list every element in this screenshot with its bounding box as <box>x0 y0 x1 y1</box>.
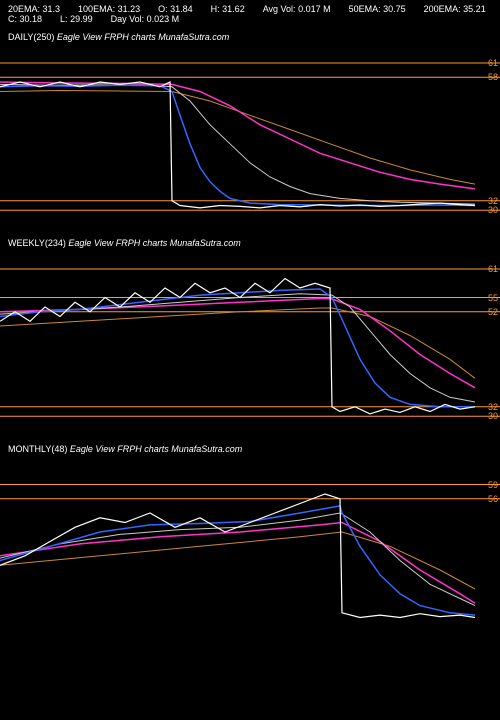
stat-label: Avg Vol: <box>263 4 298 14</box>
stat-item: Avg Vol: 0.017 M <box>263 4 331 14</box>
stat-value: 30.75 <box>383 4 406 14</box>
chart-subtitle: Eagle View FRPH charts MunafaSutra.com <box>54 32 229 42</box>
chart-panel: WEEKLY(234) Eagle View FRPH charts Munaf… <box>0 234 500 440</box>
stat-label: 20EMA: <box>8 4 43 14</box>
stat-item: L: 29.99 <box>60 14 93 24</box>
stat-value: 31.23 <box>118 4 141 14</box>
stat-value: 31.84 <box>170 4 193 14</box>
stat-item: 100EMA: 31.23 <box>78 4 140 14</box>
price-level-label: 32 <box>488 402 498 412</box>
stat-item: C: 30.18 <box>8 14 42 24</box>
series-price <box>0 82 475 208</box>
chart-area: 61 55 52 3230 <box>0 250 500 440</box>
stat-label: H: <box>211 4 223 14</box>
stat-label: O: <box>158 4 170 14</box>
stat-value: 0.023 M <box>147 14 180 24</box>
stat-value: 30.18 <box>20 14 43 24</box>
chart-title: WEEKLY(234) Eagle View FRPH charts Munaf… <box>0 234 500 250</box>
chart-panel: DAILY(250) Eagle View FRPH charts Munafa… <box>0 28 500 234</box>
price-level-label: 61 <box>488 264 498 274</box>
stat-item: Day Vol: 0.023 M <box>111 14 180 24</box>
stat-value: 31.62 <box>222 4 245 14</box>
stat-value: 29.99 <box>70 14 93 24</box>
series-ema_fast <box>0 85 475 205</box>
series-price <box>0 494 475 618</box>
price-level-label: 32 <box>488 196 498 206</box>
chart-title: DAILY(250) Eagle View FRPH charts Munafa… <box>0 28 500 44</box>
series-ema_fast <box>0 506 475 615</box>
price-level-label: 59 <box>488 480 498 490</box>
chart-area: 61 58 3230 <box>0 44 500 234</box>
chart-area: 5956 <box>0 456 500 646</box>
chart-subtitle: Eagle View FRPH charts MunafaSutra.com <box>67 444 242 454</box>
price-level-label: 55 <box>488 293 498 303</box>
header-stats: 20EMA: 31.3 100EMA: 31.23 O: 31.84 H: 31.62… <box>0 0 500 28</box>
stat-label: 100EMA: <box>78 4 118 14</box>
stat-item: H: 31.62 <box>211 4 245 14</box>
stat-value: 0.017 M <box>298 4 331 14</box>
series-ema_long <box>0 91 475 185</box>
price-level-label: 61 <box>488 58 498 68</box>
timeframe-label: MONTHLY(48) <box>8 444 67 454</box>
series-ema_slow <box>0 82 475 189</box>
stat-item: O: 31.84 <box>158 4 193 14</box>
series-price <box>0 279 475 414</box>
stat-label: Day Vol: <box>111 14 147 24</box>
stat-label: L: <box>60 14 70 24</box>
timeframe-label: DAILY(250) <box>8 32 54 42</box>
chart-panel: MONTHLY(48) Eagle View FRPH charts Munaf… <box>0 440 500 646</box>
stat-label: C: <box>8 14 20 24</box>
stat-item: 20EMA: 31.3 <box>8 4 60 14</box>
stat-value: 31.3 <box>43 4 61 14</box>
chart-subtitle: Eagle View FRPH charts MunafaSutra.com <box>66 238 241 248</box>
series-ema_mid <box>0 84 475 204</box>
chart-title: MONTHLY(48) Eagle View FRPH charts Munaf… <box>0 440 500 456</box>
stat-value: 35.21 <box>463 4 486 14</box>
chart-svg <box>0 250 500 440</box>
price-level-label: 58 <box>488 72 498 82</box>
chart-svg <box>0 456 500 646</box>
timeframe-label: WEEKLY(234) <box>8 238 66 248</box>
price-level-label: 56 <box>488 494 498 504</box>
chart-svg <box>0 44 500 234</box>
price-level-label: 30 <box>488 205 498 215</box>
stat-item: 200EMA: 35.21 <box>424 4 486 14</box>
stat-label: 50EMA: <box>349 4 384 14</box>
stat-item: 50EMA: 30.75 <box>349 4 406 14</box>
price-level-label: 30 <box>488 411 498 421</box>
price-level-label: 52 <box>488 307 498 317</box>
stat-label: 200EMA: <box>424 4 464 14</box>
